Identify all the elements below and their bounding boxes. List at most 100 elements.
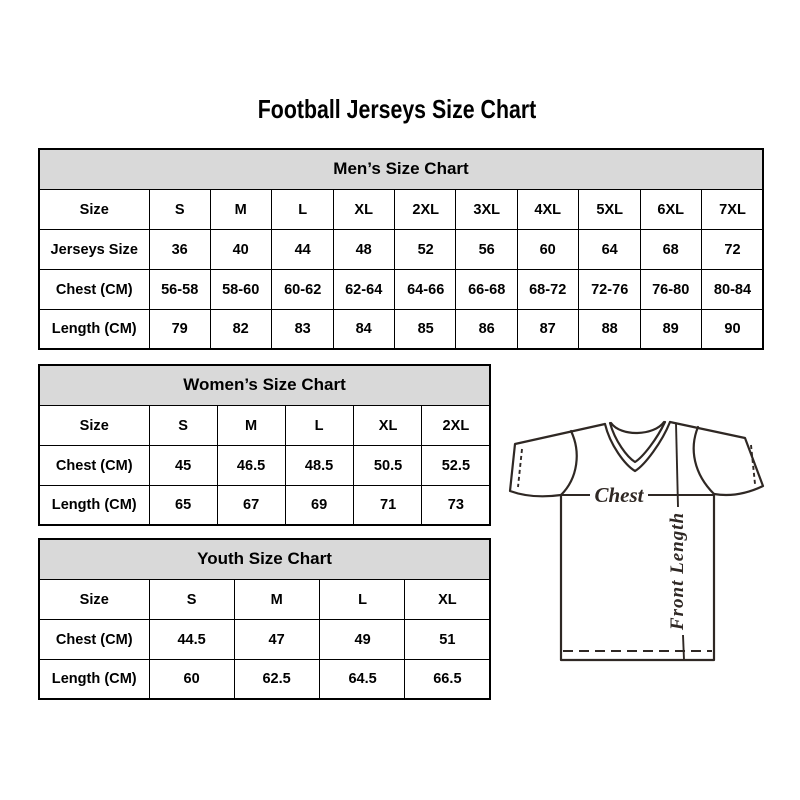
value-cell: 56 [456,228,517,270]
table-row: Chest (CM) 56-58 58-60 60-62 62-64 64-66 66-68… [39,268,763,310]
value-cell: 72 [701,228,763,270]
value-cell: 60 [517,228,579,270]
value-cell: 52.5 [422,444,490,486]
womens-size-table: Women’s Size Chart Size S M L XL 2XL Chest (CM)… [38,364,491,526]
value-cell: 50.5 [354,444,422,486]
value-cell: 71 [354,484,422,526]
value-cell: 52 [394,228,456,270]
table-title-row: Youth Size Chart [38,538,491,580]
row-label-cell: Chest (CM) [40,444,148,486]
size-header-cell: 6XL [640,188,702,230]
value-cell: 44.5 [149,618,234,660]
size-header-cell: S [149,578,234,620]
row-label-cell: Chest (CM) [40,618,148,660]
value-cell: 46.5 [217,444,285,486]
mens-size-table: Men’s Size Chart Size S M L XL 2XL 3XL 4XL 5XL 6XL… [38,148,764,350]
table-row: Size S M L XL 2XL 3XL 4XL 5XL 6XL 7XL [39,188,763,230]
value-cell: 65 [149,484,217,526]
value-cell: 62.5 [235,658,319,700]
value-cell: 83 [272,308,333,350]
value-cell: 64 [579,228,640,270]
jersey-collar-inner [608,420,667,464]
value-cell: 68-72 [517,268,579,310]
page-title: Football Jerseys Size Chart [257,94,537,124]
value-cell: 76-80 [640,268,702,310]
value-cell: 66-68 [456,268,517,310]
jersey-measurement-diagram: Chest Front Length [505,414,771,666]
jersey-collar-outer [603,420,672,473]
womens-table-title: Women’s Size Chart [38,364,491,406]
size-header-cell: L [320,578,404,620]
youth-size-table: Youth Size Chart Size S M L XL Chest (CM) 44.5 4… [38,538,491,700]
jersey-body [559,492,716,662]
value-cell: 89 [640,308,702,350]
value-cell: 64.5 [320,658,404,700]
value-cell: 85 [394,308,456,350]
front-length-measure-label: Front Length [667,512,688,631]
size-header-cell: 5XL [579,188,640,230]
size-header-cell: S [149,404,217,446]
value-cell: 86 [456,308,517,350]
value-cell: 62-64 [333,268,395,310]
row-label-cell: Chest (CM) [40,268,148,310]
size-header-cell: M [210,188,272,230]
row-label-cell: Length (CM) [40,308,148,350]
value-cell: 82 [210,308,272,350]
table-row: Length (CM) 60 62.5 64.5 66.5 [39,658,490,700]
value-cell: 69 [285,484,354,526]
value-cell: 66.5 [405,658,490,700]
size-header-cell: XL [405,578,490,620]
jersey-left-sleeve [508,422,607,498]
row-label-cell: Length (CM) [40,658,148,700]
value-cell: 90 [701,308,763,350]
table-row: Length (CM) 65 67 69 71 73 [39,484,490,526]
size-header-cell: 3XL [456,188,517,230]
value-cell: 60-62 [272,268,333,310]
youth-size-chart-section: Youth Size Chart Size S M L XL Chest (CM) 44.5 4… [38,538,491,700]
size-header-cell: 2XL [394,188,456,230]
value-cell: 84 [333,308,395,350]
womens-size-chart-section: Women’s Size Chart Size S M L XL 2XL Chest (CM)… [38,364,491,526]
value-cell: 58-60 [210,268,272,310]
left-cuff-stitch-line [517,448,523,488]
mens-size-chart-section: Men’s Size Chart Size S M L XL 2XL 3XL 4XL 5XL 6XL… [38,148,764,350]
value-cell: 67 [217,484,285,526]
value-cell: 64-66 [394,268,456,310]
jersey-right-armhole-seam [692,425,716,496]
value-cell: 48 [333,228,395,270]
front-length-measure-line-top [675,422,679,508]
value-cell: 45 [149,444,217,486]
row-label-cell: Jerseys Size [40,228,148,270]
value-cell: 88 [579,308,640,350]
value-cell: 44 [272,228,333,270]
value-cell: 36 [149,228,210,270]
jersey-collar-back [609,420,666,435]
front-length-measure-line-bottom [682,634,685,661]
table-title-row: Men’s Size Chart [38,148,764,190]
value-cell: 72-76 [579,268,640,310]
row-label-cell: Length (CM) [40,484,148,526]
size-header-cell: M [235,578,319,620]
table-row: Length (CM) 79 82 83 84 85 86 87 88 89 90 [39,308,763,350]
size-header-cell: 7XL [701,188,763,230]
size-header-cell: 2XL [422,404,490,446]
value-cell: 56-58 [149,268,210,310]
value-cell: 80-84 [701,268,763,310]
value-cell: 87 [517,308,579,350]
value-cell: 48.5 [285,444,354,486]
jersey-right-sleeve [668,420,765,497]
size-header-cell: L [285,404,354,446]
size-header-cell: XL [354,404,422,446]
row-label-cell: Size [40,404,148,446]
value-cell: 40 [210,228,272,270]
row-label-cell: Size [40,188,148,230]
size-header-cell: XL [333,188,395,230]
table-row: Jerseys Size 36 40 44 48 52 56 60 64 68 72 [39,228,763,270]
value-cell: 68 [640,228,702,270]
table-row: Chest (CM) 44.5 47 49 51 [39,618,490,660]
table-row: Size S M L XL [39,578,490,620]
value-cell: 73 [422,484,490,526]
table-row: Chest (CM) 45 46.5 48.5 50.5 52.5 [39,444,490,486]
value-cell: 79 [149,308,210,350]
